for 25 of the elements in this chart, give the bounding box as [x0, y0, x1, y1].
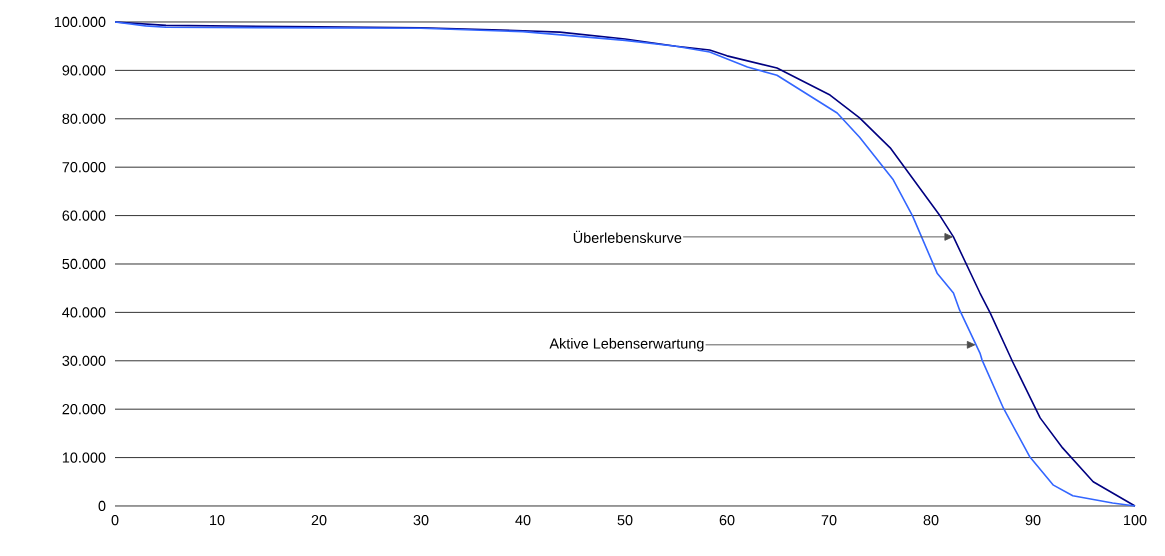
x-tick-label: 10 — [210, 514, 225, 526]
annotation: Überlebenskurve — [573, 230, 682, 243]
x-tick-label: 20 — [311, 514, 327, 526]
y-tick-label: 10.000 — [62, 452, 106, 463]
y-tick-label: 20.000 — [62, 404, 106, 415]
y-tick-label: 90.000 — [62, 65, 106, 76]
x-tick-label: 50 — [617, 514, 633, 526]
y-tick-label: 100.000 — [54, 16, 106, 28]
annotation: Aktive Lebenserwartung — [549, 338, 704, 352]
x-tick-label: 60 — [719, 514, 735, 526]
x-tick-label: 70 — [821, 514, 837, 526]
y-tick-label: 30.000 — [62, 355, 106, 366]
y-tick-label: 70.000 — [62, 162, 106, 173]
x-tick-label: 90 — [1025, 514, 1041, 526]
y-tick-label: 0 — [98, 500, 106, 512]
line-series — [114, 21, 1136, 507]
y-tick-label: 40.000 — [62, 307, 106, 318]
y-tick-label: 60.000 — [62, 210, 106, 221]
x-tick-label: 100 — [1124, 514, 1147, 526]
x-tick-label: 40 — [515, 514, 531, 526]
x-tick-label: 80 — [923, 514, 939, 526]
y-tick-label: 50.000 — [62, 258, 106, 270]
x-tick-label: 0 — [111, 514, 119, 526]
y-tick-label: 80.000 — [62, 113, 106, 124]
x-tick-label: 30 — [413, 514, 429, 526]
